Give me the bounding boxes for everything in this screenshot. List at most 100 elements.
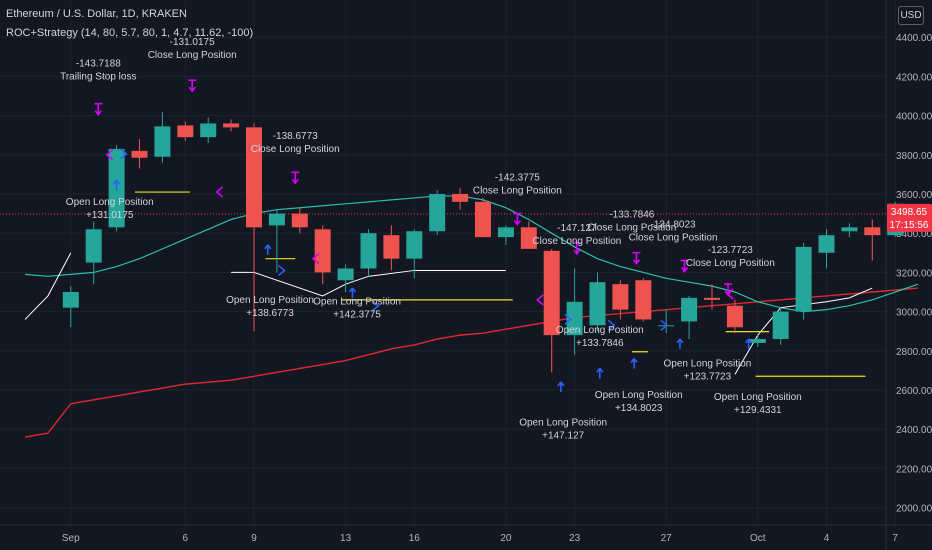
trade-annotation-line: Open Long Position — [226, 295, 314, 306]
trade-annotation-line: +129.4331 — [734, 405, 782, 416]
candle-body — [337, 268, 354, 281]
y-tick-label: 3600.00 — [896, 190, 932, 201]
currency-button[interactable]: USD — [898, 6, 924, 25]
candle-body — [314, 229, 331, 273]
entry-marker-icon — [607, 319, 616, 331]
y-tick-label: 4400.00 — [896, 33, 932, 44]
trade-annotation-line: -142.3775 — [495, 172, 540, 183]
trade-annotation-line: Close Long Position — [532, 236, 621, 247]
trade-annotation: -138.6773 Close Long Position — [251, 131, 340, 155]
x-tick-label: 9 — [251, 533, 257, 544]
buy-arrow-icon — [112, 179, 121, 191]
trade-annotation: Open Long Position +147.127 — [519, 417, 607, 441]
trade-annotation-line: -134.8023 — [651, 219, 696, 230]
candle-body — [520, 227, 537, 249]
trade-annotation-line: Close Long Position — [251, 144, 340, 155]
trade-annotation: Open Long Position +138.6773 — [226, 295, 314, 319]
entry-marker-icon — [277, 264, 286, 277]
trade-annotation-line: Open Long Position — [66, 197, 154, 208]
candle-body — [566, 301, 583, 336]
trade-annotation: -147.127 Close Long Position — [532, 223, 621, 247]
y-tick-label: 2200.00 — [896, 464, 932, 475]
y-tick-label: 4000.00 — [896, 112, 932, 123]
sell-arrow-icon — [291, 171, 300, 185]
countdown-label: 17:15:56 — [890, 220, 929, 231]
trade-annotation-line: Close Long Position — [473, 185, 562, 196]
exit-marker-icon — [215, 186, 224, 198]
x-tick-label: 27 — [661, 533, 673, 544]
trade-annotation-line: +138.6773 — [246, 308, 294, 319]
trade-annotation-line: -147.127 — [557, 223, 597, 234]
y-tick-label: 2400.00 — [896, 425, 932, 436]
strategy-legend[interactable]: ROC+Strategy (14, 80, 5.7, 80, 1, 4.7, 1… — [6, 27, 254, 39]
last-price-label: 3498.65 — [891, 207, 928, 218]
trade-annotation: Open Long Position +123.7723 — [663, 358, 751, 382]
y-tick-label: 3200.00 — [896, 268, 932, 279]
trade-annotation: Open Long Position +129.4331 — [714, 392, 802, 416]
entry-marker-icon — [660, 319, 669, 331]
last-price-tag — [887, 203, 932, 232]
trade-annotation-line: +147.127 — [542, 430, 584, 441]
trade-annotation: -131.0175 Close Long Position — [148, 37, 237, 61]
exit-marker-icon — [105, 149, 114, 161]
trade-annotation-line: +131.0175 — [86, 210, 134, 221]
exit-marker-icon — [726, 288, 734, 300]
candle-body — [818, 235, 835, 253]
buy-arrow-icon — [676, 338, 684, 349]
trailing-stop-line — [24, 252, 72, 320]
trade-annotation-line: Close Long Position — [148, 50, 237, 61]
candle-body — [864, 227, 881, 236]
trade-annotation-line: Open Long Position — [313, 297, 401, 308]
y-tick-label: 3000.00 — [896, 308, 932, 319]
sell-arrow-icon — [632, 251, 641, 266]
candle-body — [681, 297, 698, 322]
x-tick-label: 6 — [183, 533, 189, 544]
candle-body — [383, 235, 400, 259]
sell-arrow-icon — [94, 102, 103, 117]
candle-body — [62, 292, 79, 308]
long-moving-average — [24, 287, 919, 438]
x-tick-label: 20 — [500, 533, 512, 544]
trade-annotation: -143.7188 Trailing Stop loss — [60, 59, 136, 83]
sell-arrow-icon — [680, 259, 689, 273]
candle-body — [268, 213, 285, 226]
candle-body — [291, 213, 308, 228]
candle-body — [841, 227, 858, 232]
candle-body — [360, 233, 377, 269]
trade-annotation-line: -138.6773 — [273, 131, 318, 142]
y-tick-label: 3800.00 — [896, 151, 932, 162]
candle-body — [772, 311, 789, 340]
trade-annotation-line: +134.8023 — [615, 403, 663, 414]
candle-body — [543, 250, 560, 336]
y-tick-label: 3400.00 — [896, 229, 932, 240]
trade-annotation-line: -133.7846 — [609, 210, 654, 221]
y-tick-label: 2800.00 — [896, 347, 932, 358]
trade-annotation-line: -143.7188 — [76, 59, 121, 70]
y-tick-label: 2600.00 — [896, 386, 932, 397]
trade-annotation-line: Trailing Stop loss — [60, 72, 136, 83]
candle-body — [795, 246, 812, 312]
x-tick-label: 13 — [340, 533, 352, 544]
trade-annotation: -134.8023 Close Long Position — [629, 219, 718, 243]
x-tick-label: 4 — [824, 533, 830, 544]
trade-annotation-line: +123.7723 — [684, 371, 732, 382]
y-tick-label: 2000.00 — [896, 504, 932, 515]
sell-arrow-icon — [572, 242, 581, 256]
entry-marker-icon — [119, 148, 128, 160]
exit-marker-icon — [536, 294, 544, 306]
candle-body — [131, 150, 148, 158]
trade-annotation: -123.7723 Close Long Position — [686, 245, 775, 269]
x-tick-label: 23 — [569, 533, 581, 544]
trade-annotation-line: Open Long Position — [556, 325, 644, 336]
candle-body — [497, 227, 514, 238]
trade-annotation-line: -131.0175 — [170, 37, 215, 48]
buy-arrow-icon — [348, 287, 357, 298]
buy-arrow-icon — [264, 244, 272, 255]
candle-body — [635, 280, 652, 320]
sell-arrow-icon — [513, 212, 522, 226]
symbol-title[interactable]: Ethereum / U.S. Dollar, 1D, KRAKEN — [6, 8, 187, 20]
candle-body — [85, 229, 102, 263]
buy-arrow-icon — [557, 381, 565, 393]
